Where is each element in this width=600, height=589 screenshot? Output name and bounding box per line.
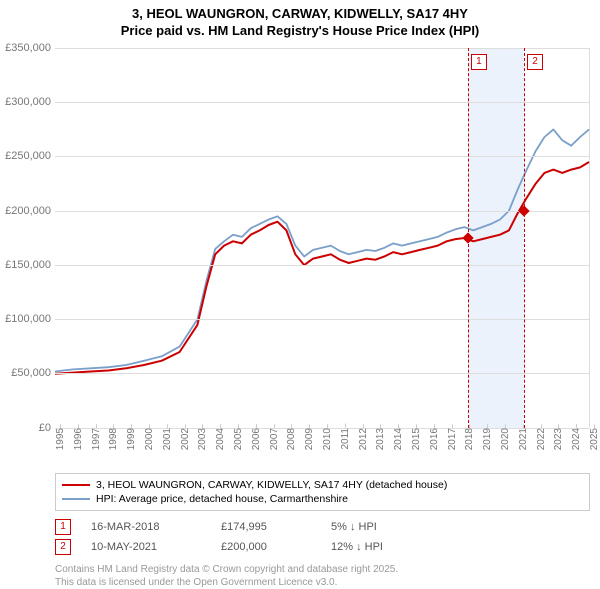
sale-badge: 1 bbox=[55, 519, 71, 535]
y-axis-label: £200,000 bbox=[5, 205, 55, 217]
legend-label: HPI: Average price, detached house, Carm… bbox=[96, 493, 348, 505]
x-axis-label: 2024 bbox=[571, 428, 582, 450]
sale-marker-badge: 1 bbox=[471, 54, 487, 70]
x-axis-label: 2018 bbox=[464, 428, 475, 450]
x-axis-label: 2001 bbox=[162, 428, 173, 450]
y-axis-label: £350,000 bbox=[5, 42, 55, 54]
footer: Contains HM Land Registry data © Crown c… bbox=[55, 563, 590, 589]
chart-container: 3, HEOL WAUNGRON, CARWAY, KIDWELLY, SA17… bbox=[0, 0, 600, 560]
legend-item-property: 3, HEOL WAUNGRON, CARWAY, KIDWELLY, SA17… bbox=[62, 478, 583, 492]
sales-row: 1 16-MAR-2018 £174,995 5% ↓ HPI bbox=[55, 517, 590, 537]
y-axis-label: £250,000 bbox=[5, 150, 55, 162]
sales-table: 1 16-MAR-2018 £174,995 5% ↓ HPI 2 10-MAY… bbox=[55, 517, 590, 557]
x-axis-label: 2021 bbox=[518, 428, 529, 450]
x-axis-label: 2005 bbox=[233, 428, 244, 450]
x-axis-label: 2019 bbox=[482, 428, 493, 450]
y-axis-label: £300,000 bbox=[5, 96, 55, 108]
y-axis-label: £50,000 bbox=[11, 367, 55, 379]
x-axis-label: 2017 bbox=[447, 428, 458, 450]
x-axis-label: 2015 bbox=[411, 428, 422, 450]
sale-price: £200,000 bbox=[221, 541, 311, 553]
x-axis-label: 1997 bbox=[91, 428, 102, 450]
legend-item-hpi: HPI: Average price, detached house, Carm… bbox=[62, 492, 583, 506]
sale-marker-line bbox=[524, 48, 525, 428]
sale-price: £174,995 bbox=[221, 521, 311, 533]
chart-title: 3, HEOL WAUNGRON, CARWAY, KIDWELLY, SA17… bbox=[0, 0, 600, 40]
x-axis-label: 1996 bbox=[73, 428, 84, 450]
x-axis-label: 2006 bbox=[251, 428, 262, 450]
x-axis-label: 2003 bbox=[197, 428, 208, 450]
sale-date: 16-MAR-2018 bbox=[91, 521, 201, 533]
x-axis-label: 1995 bbox=[55, 428, 66, 450]
legend: 3, HEOL WAUNGRON, CARWAY, KIDWELLY, SA17… bbox=[55, 473, 590, 511]
plot-area: £0£50,000£100,000£150,000£200,000£250,00… bbox=[55, 48, 590, 428]
x-axis-label: 2013 bbox=[375, 428, 386, 450]
series-property bbox=[55, 162, 589, 374]
legend-swatch bbox=[62, 484, 90, 486]
sale-diff: 12% ↓ HPI bbox=[331, 541, 421, 553]
x-axis-label: 1999 bbox=[126, 428, 137, 450]
sale-diff: 5% ↓ HPI bbox=[331, 521, 421, 533]
footer-line-1: Contains HM Land Registry data © Crown c… bbox=[55, 563, 590, 576]
y-axis-label: £150,000 bbox=[5, 259, 55, 271]
title-line-1: 3, HEOL WAUNGRON, CARWAY, KIDWELLY, SA17… bbox=[0, 6, 600, 23]
line-svg bbox=[55, 48, 589, 428]
x-axis-label: 1998 bbox=[108, 428, 119, 450]
legend-label: 3, HEOL WAUNGRON, CARWAY, KIDWELLY, SA17… bbox=[96, 479, 447, 491]
x-axis-label: 2010 bbox=[322, 428, 333, 450]
x-axis-label: 2000 bbox=[144, 428, 155, 450]
footer-line-2: This data is licensed under the Open Gov… bbox=[55, 576, 590, 589]
x-axis-label: 2008 bbox=[286, 428, 297, 450]
x-axis-label: 2022 bbox=[536, 428, 547, 450]
y-axis-label: £100,000 bbox=[5, 313, 55, 325]
x-axis-label: 2023 bbox=[553, 428, 564, 450]
sales-row: 2 10-MAY-2021 £200,000 12% ↓ HPI bbox=[55, 537, 590, 557]
x-axis-label: 2025 bbox=[589, 428, 600, 450]
x-axis-label: 2014 bbox=[393, 428, 404, 450]
x-axis-label: 2007 bbox=[269, 428, 280, 450]
sale-badge: 2 bbox=[55, 539, 71, 555]
title-line-2: Price paid vs. HM Land Registry's House … bbox=[0, 23, 600, 40]
x-axis-label: 2020 bbox=[500, 428, 511, 450]
series-hpi bbox=[55, 129, 589, 371]
x-axis-label: 2016 bbox=[429, 428, 440, 450]
legend-swatch bbox=[62, 498, 90, 500]
sale-date: 10-MAY-2021 bbox=[91, 541, 201, 553]
x-axis-label: 2002 bbox=[180, 428, 191, 450]
x-axis-label: 2009 bbox=[304, 428, 315, 450]
y-axis-label: £0 bbox=[39, 422, 55, 434]
sale-marker-badge: 2 bbox=[527, 54, 543, 70]
x-axis-label: 2004 bbox=[215, 428, 226, 450]
x-axis-label: 2011 bbox=[340, 428, 351, 450]
x-axis-label: 2012 bbox=[358, 428, 369, 450]
